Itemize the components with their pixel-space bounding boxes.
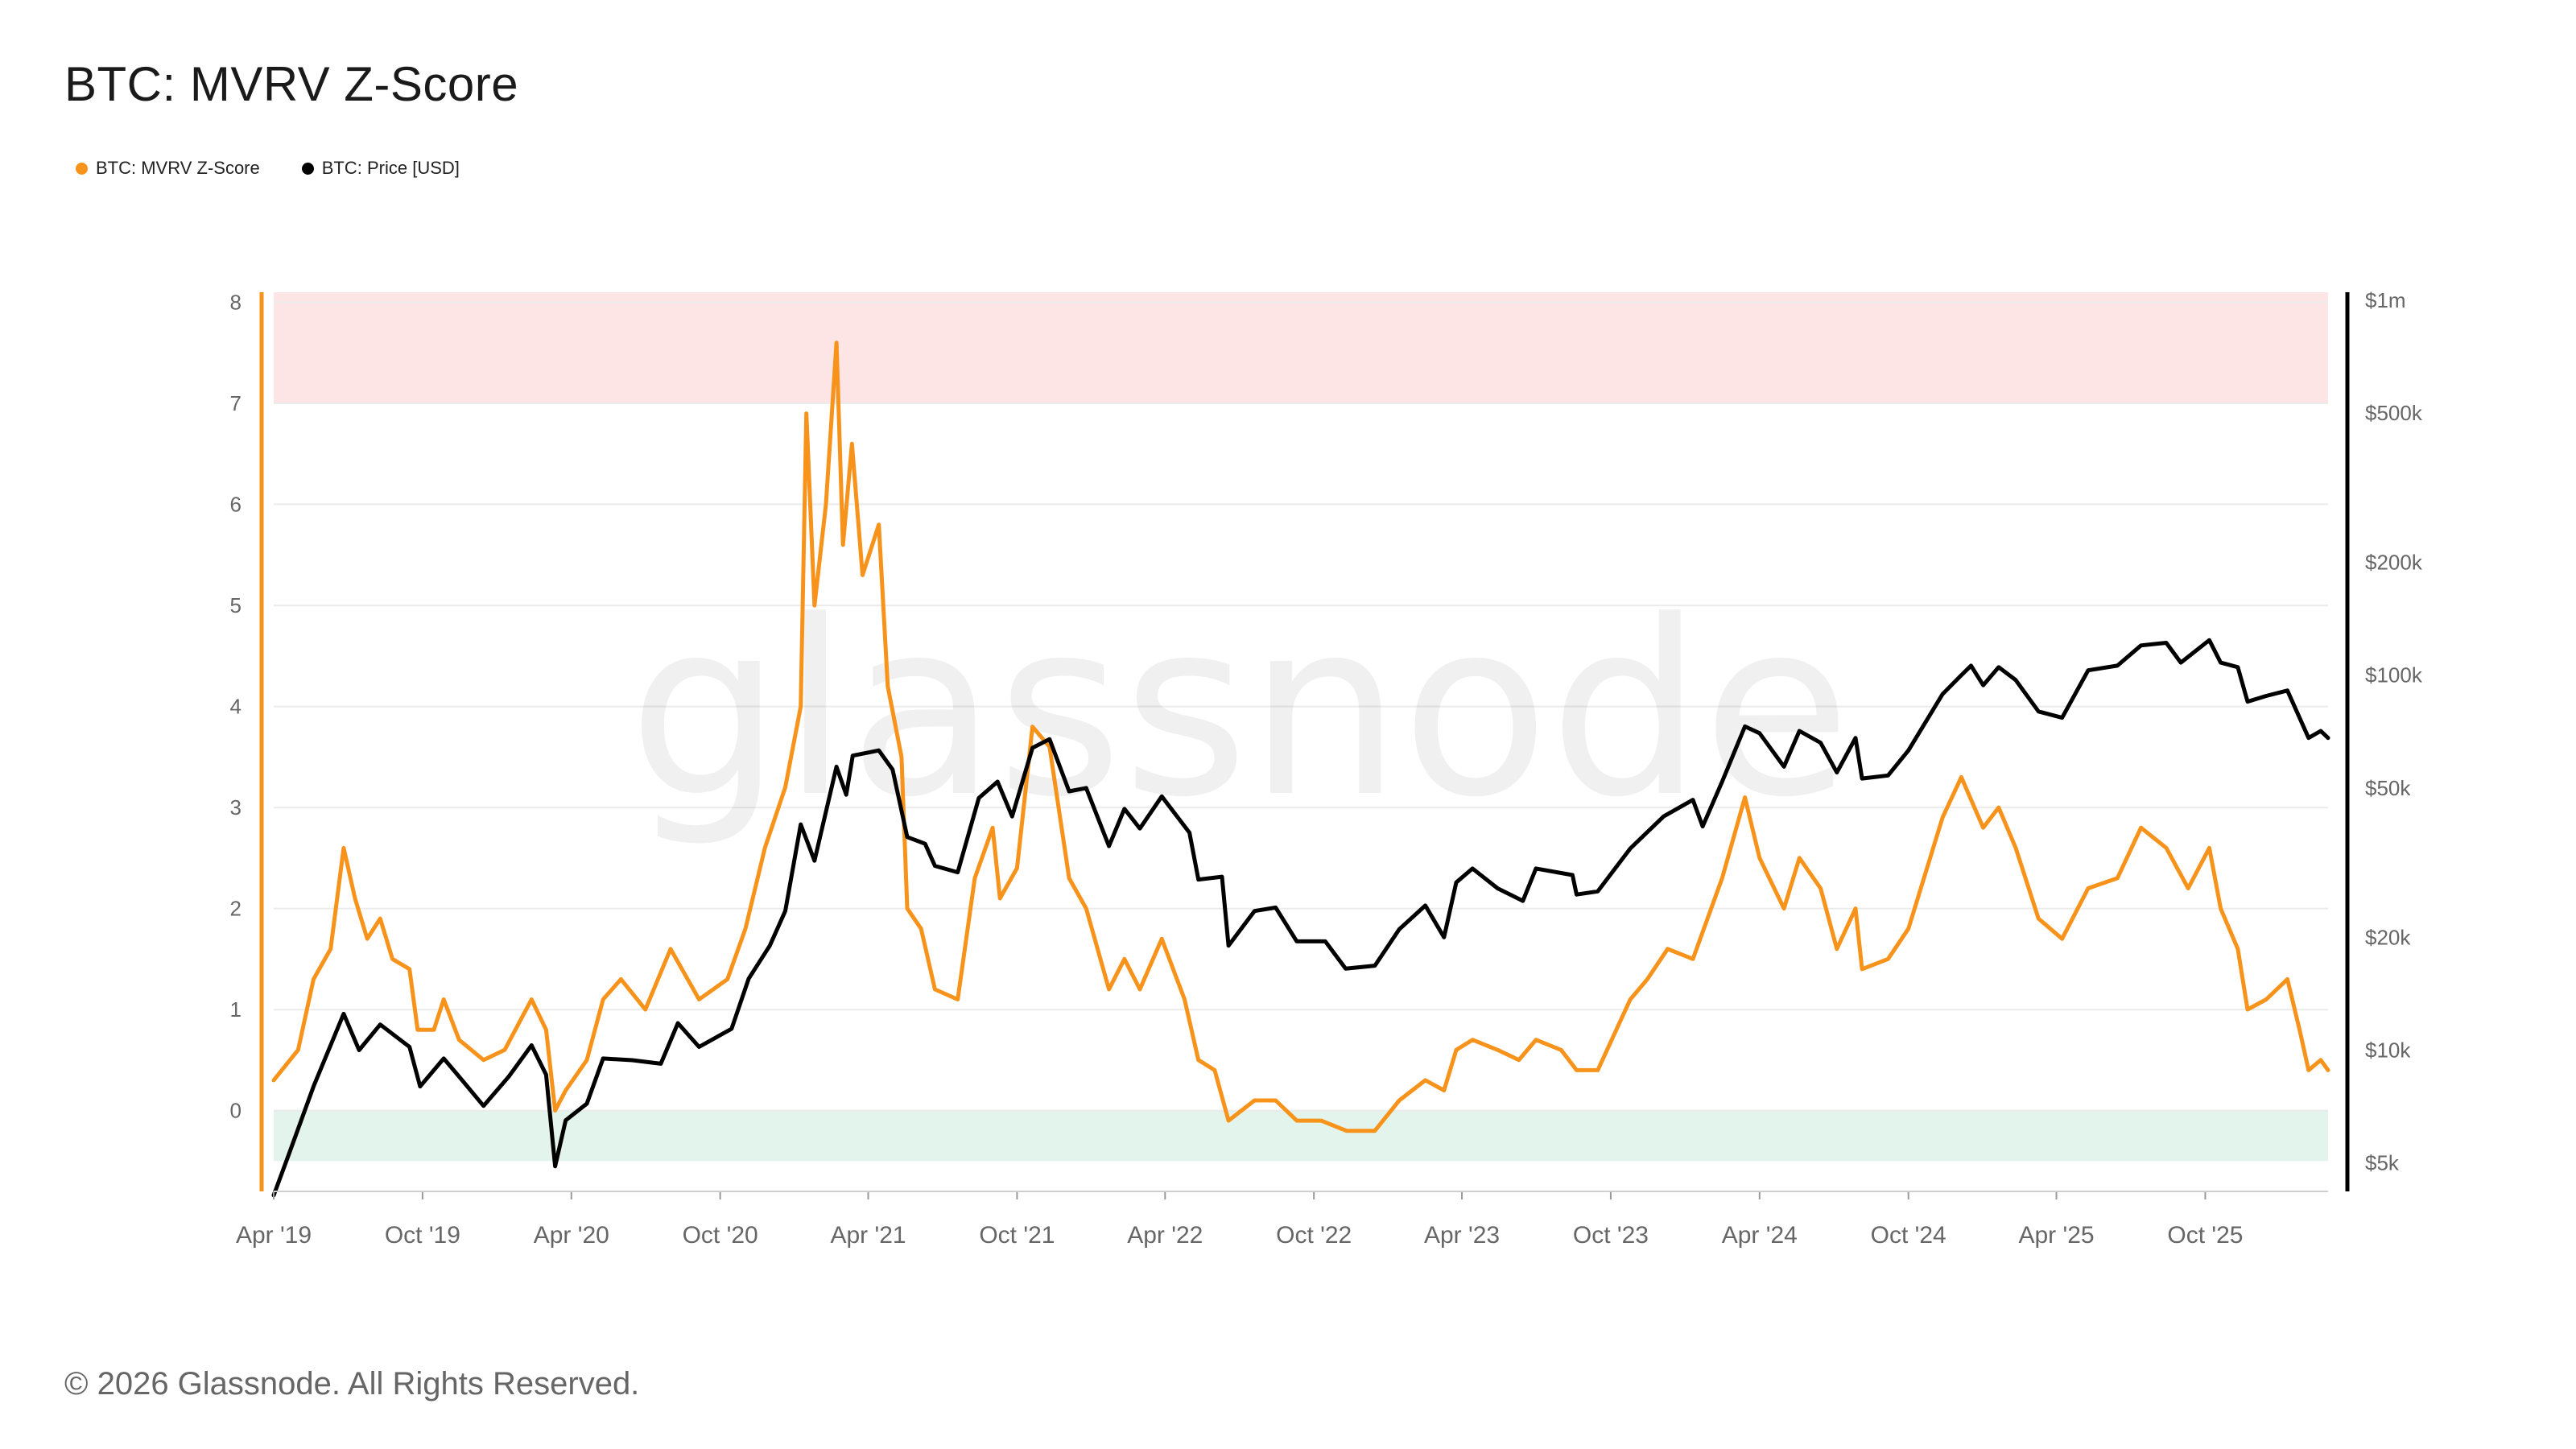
y-right-tick-label: $200k	[2365, 550, 2423, 574]
y-left-tick-label: 5	[230, 593, 242, 617]
x-tick-label: Oct '25	[2167, 1222, 2243, 1249]
legend-label-zscore: BTC: MVRV Z-Score	[96, 158, 260, 178]
y-left-tick-label: 3	[230, 795, 242, 819]
y-right-tick-label: $5k	[2365, 1151, 2400, 1175]
x-tick-label: Oct '24	[1871, 1222, 1946, 1249]
x-tick-label: Apr '21	[830, 1222, 906, 1249]
x-tick-label: Apr '24	[1722, 1222, 1798, 1249]
overvalued-zone-band	[274, 292, 2328, 404]
x-tick-label: Apr '25	[2018, 1222, 2094, 1249]
x-tick-label: Oct '22	[1276, 1222, 1352, 1249]
undervalued-zone-band	[274, 1110, 2328, 1162]
price-series-line	[271, 638, 2330, 1198]
chart-title: BTC: MVRV Z-Score	[64, 57, 519, 111]
axes	[259, 292, 2350, 1199]
x-tick-label: Oct '19	[385, 1222, 460, 1249]
x-tick-label: Apr '19	[236, 1222, 312, 1249]
y-right-tick-label: $20k	[2365, 925, 2411, 949]
series-lines	[271, 341, 2330, 1198]
x-tick-label: Apr '20	[534, 1222, 609, 1249]
y-left-tick-label: 4	[230, 695, 242, 719]
x-tick-label: Oct '21	[979, 1222, 1055, 1249]
zscore-series-line	[271, 341, 2330, 1133]
x-tick-label: Apr '23	[1424, 1222, 1500, 1249]
legend-item-price[interactable]: BTC: Price [USD]	[301, 158, 460, 179]
y-right-tick-label: $10k	[2365, 1038, 2411, 1063]
watermark-text: glassnode	[629, 569, 1852, 850]
legend-label-price: BTC: Price [USD]	[321, 158, 460, 178]
y-left-tick-label: 1	[230, 997, 242, 1022]
y-left-tick-label: 0	[230, 1099, 242, 1123]
tick-labels: 8 7 6 5 4 3 2 1 0 $1m $500k $200k $100k $50k $20k $10k $…	[230, 288, 2423, 1249]
y-right-tick-label: $500k	[2365, 401, 2423, 425]
y-left-tick-label: 8	[230, 291, 242, 315]
y-right-tick-label: $100k	[2365, 663, 2423, 687]
legend: BTC: MVRV Z-Score BTC: Price [USD]	[76, 158, 460, 179]
grid-lines	[274, 301, 2328, 1112]
y-left-tick-label: 7	[230, 391, 242, 415]
y-right-tick-label: $50k	[2365, 776, 2411, 800]
x-tick-label: Oct '23	[1573, 1222, 1649, 1249]
legend-item-zscore[interactable]: BTC: MVRV Z-Score	[76, 158, 260, 179]
x-tick-label: Oct '20	[683, 1222, 758, 1249]
legend-dot-zscore	[76, 162, 88, 175]
y-left-tick-label: 2	[230, 897, 242, 921]
y-right-tick-label: $1m	[2365, 288, 2406, 312]
x-tick-label: Apr '22	[1127, 1222, 1203, 1249]
legend-dot-price	[301, 162, 314, 175]
copyright-footer: © 2026 Glassnode. All Rights Reserved.	[64, 1366, 640, 1402]
y-left-tick-label: 6	[230, 493, 242, 517]
